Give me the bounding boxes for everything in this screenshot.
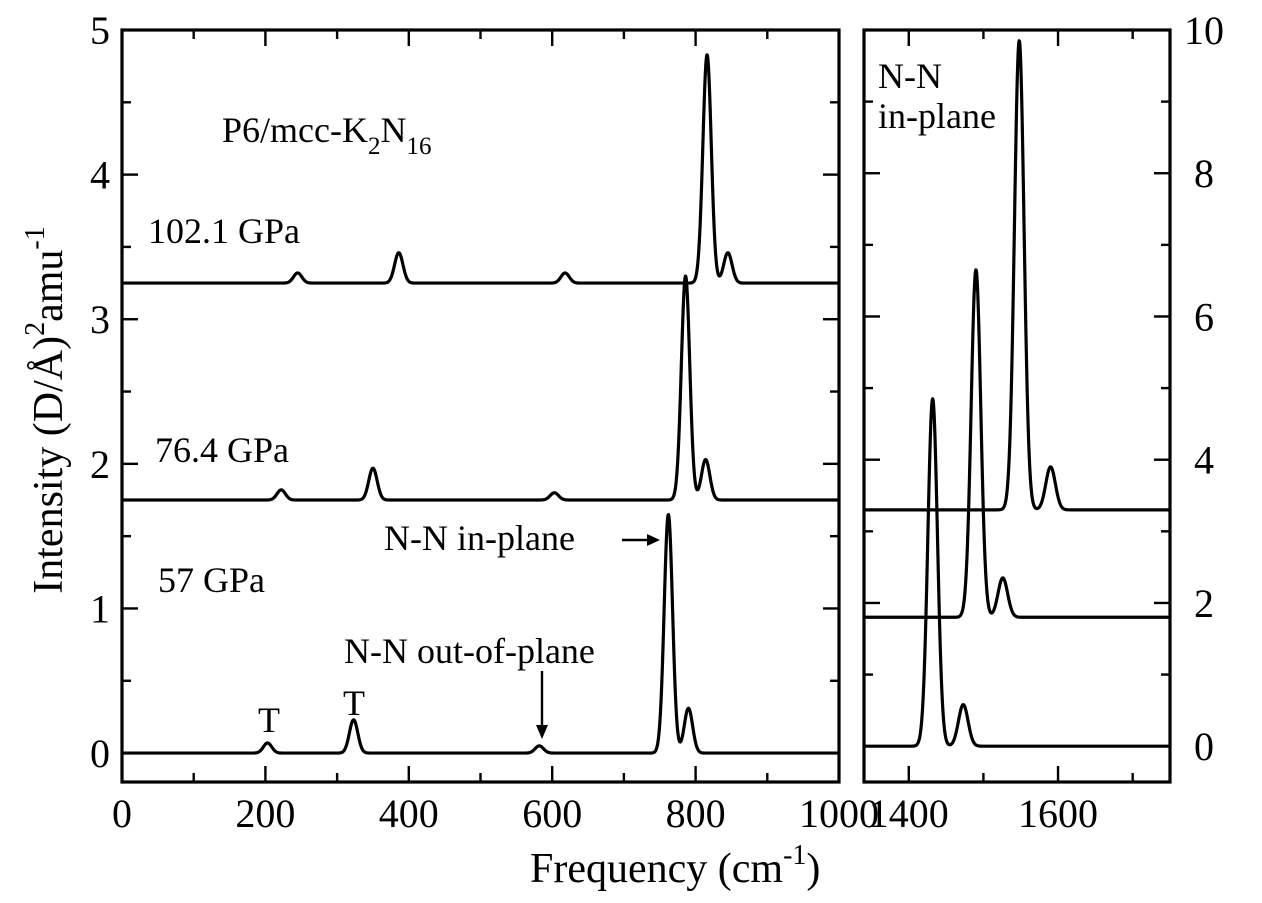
in-plane-annotation: N-N in-plane: [384, 518, 575, 558]
x-tick-label: 0: [112, 791, 132, 836]
left-spectrum-2: [120, 53, 841, 285]
right-title-line2: in-plane: [878, 96, 996, 136]
compound-label: P6/mcc-K2N16: [222, 110, 431, 160]
translation-label-1: T: [258, 700, 280, 740]
left-spectra: [120, 53, 841, 755]
left-spectrum-1: [120, 274, 841, 502]
y-tick-label: 4: [1194, 438, 1214, 483]
right-panel: 1400 1600 0 2 4 6 8 10: [862, 8, 1224, 836]
series-label-76: 76.4 GPa: [155, 430, 289, 470]
left-spectrum-0: [120, 512, 841, 755]
y-tick-label: 10: [1184, 8, 1224, 53]
y-tick-label: 0: [1194, 724, 1214, 769]
right-tick-labels: 1400 1600 0 2 4 6 8 10: [869, 8, 1224, 836]
y-axis-label: Intensity (D/Å)2amu-1: [20, 226, 72, 593]
left-panel: 0 200 400 600 800 1000 0 1 2 3 4 5: [90, 8, 879, 836]
y-tick-label: 0: [90, 731, 110, 776]
y-tick-label: 5: [90, 8, 110, 53]
right-spectrum-2: [862, 39, 1172, 512]
x-tick-label: 1000: [799, 791, 879, 836]
series-label-57: 57 GPa: [158, 560, 265, 600]
left-plot-frame: [120, 28, 841, 784]
x-axis-label: Frequency (cm-1): [530, 840, 820, 892]
x-tick-label: 800: [666, 791, 726, 836]
y-tick-label: 6: [1194, 294, 1214, 339]
x-tick-label: 1400: [869, 791, 949, 836]
y-tick-label: 4: [90, 153, 110, 198]
series-label-102: 102.1 GPa: [148, 211, 300, 251]
x-tick-label: 1600: [1018, 791, 1098, 836]
y-tick-label: 2: [1194, 581, 1214, 626]
y-tick-label: 1: [90, 586, 110, 631]
in-plane-arrow: [622, 534, 660, 546]
right-spectra: [862, 39, 1172, 748]
translation-label-2: T: [343, 683, 365, 723]
x-tick-label: 600: [522, 791, 582, 836]
right-title-line1: N-N: [878, 56, 942, 96]
out-of-plane-annotation: N-N out-of-plane: [344, 631, 595, 671]
right-spectrum-0: [862, 397, 1172, 748]
y-tick-label: 3: [90, 297, 110, 342]
left-tick-labels: 0 200 400 600 800 1000 0 1 2 3 4 5: [90, 8, 879, 836]
y-tick-label: 2: [90, 442, 110, 487]
right-spectrum-1: [862, 268, 1172, 619]
x-tick-label: 400: [379, 791, 439, 836]
y-tick-label: 8: [1194, 151, 1214, 196]
x-tick-label: 200: [235, 791, 295, 836]
right-plot-frame: [862, 28, 1172, 784]
out-of-plane-arrow: [536, 671, 548, 739]
